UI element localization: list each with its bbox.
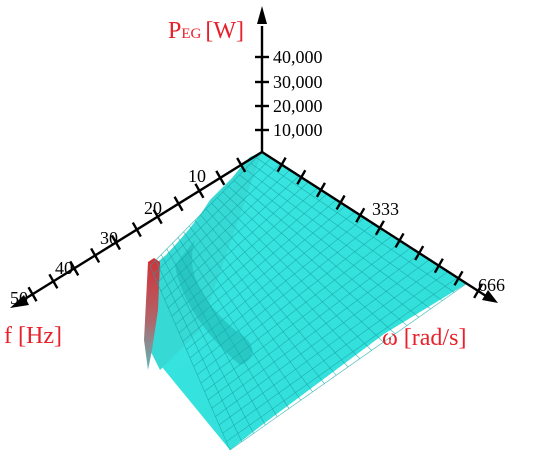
mesh-line: [160, 254, 254, 434]
w-tick-mark: [296, 169, 307, 185]
w-axis-label: ω [rad/s]: [382, 325, 466, 351]
mesh-line: [200, 214, 337, 376]
surface-mesh: [149, 151, 467, 451]
f-axis-ticks: [27, 157, 247, 302]
f-axis-arrowhead: [10, 295, 29, 308]
w-tick-label-333: 333: [372, 199, 399, 219]
w-axis-line: [261, 150, 487, 298]
w-axis-ticks: [276, 157, 484, 299]
mesh-line: [244, 168, 431, 310]
f-tick-mark: [27, 286, 38, 302]
mesh-line: [183, 231, 302, 401]
f-axis-line: [19, 150, 263, 304]
f-axis-label: f [Hz]: [4, 323, 62, 349]
w-tick-mark: [394, 232, 405, 249]
f-tick-mark: [110, 234, 122, 251]
mesh-line: [256, 157, 455, 293]
f-tick-mark: [173, 196, 184, 212]
z-tick-label-1: 40,000: [273, 47, 323, 67]
w-tick-mark: [433, 258, 444, 274]
w-tick-mark: [335, 194, 346, 211]
w-tick-label-666: 666: [478, 275, 505, 295]
w-tick-mark: [374, 220, 385, 236]
z-axis-label: PEG [W]: [168, 18, 244, 44]
w-axis-arrowhead: [482, 290, 498, 303]
mesh-line: [239, 174, 420, 318]
mesh-line: [228, 185, 396, 335]
f-tick-mark: [131, 221, 142, 238]
f-tick-mark: [90, 247, 101, 264]
f-tick-label-20: 20: [144, 198, 162, 218]
mesh-line: [177, 237, 290, 409]
mesh-line: [211, 203, 361, 359]
f-tick-mark: [236, 157, 247, 173]
z-tick-label-3: 20,000: [273, 96, 323, 116]
mesh-line: [216, 197, 372, 351]
w-tick-mark: [315, 182, 326, 198]
mesh-line: [188, 225, 313, 393]
w-tick-mark: [414, 245, 425, 261]
w-tick-mark: [276, 157, 287, 173]
f-tick-mark: [152, 209, 163, 225]
mesh-line: [233, 180, 408, 326]
mesh-line: [166, 248, 266, 426]
w-tick-mark: [355, 207, 366, 223]
f-tick-mark: [48, 273, 59, 289]
f-tick-label-10: 10: [188, 166, 206, 186]
z-axis-arrowhead: [257, 6, 267, 24]
z-tick-label-2: 30,000: [273, 72, 323, 92]
f-tick-mark: [215, 170, 226, 186]
f-tick-mark: [69, 260, 80, 276]
mesh-line: [194, 220, 325, 384]
w-tick-mark: [453, 270, 464, 286]
mesh-line: [155, 260, 243, 442]
z-tick-label-4: 10,000: [273, 120, 323, 140]
surface-peak-red: [144, 258, 160, 370]
f-tick-label-40: 40: [55, 258, 73, 278]
f-tick-label-30: 30: [100, 228, 118, 248]
surface-shadow: [175, 240, 253, 365]
mesh-line: [222, 191, 384, 343]
mesh-line: [205, 208, 349, 368]
w-tick-mark: [473, 283, 484, 299]
f-tick-mark: [194, 183, 205, 199]
mesh-line: [149, 265, 231, 451]
f-tick-label-50: 50: [10, 288, 28, 308]
mesh-line: [250, 163, 443, 301]
mesh-line: [172, 243, 278, 417]
